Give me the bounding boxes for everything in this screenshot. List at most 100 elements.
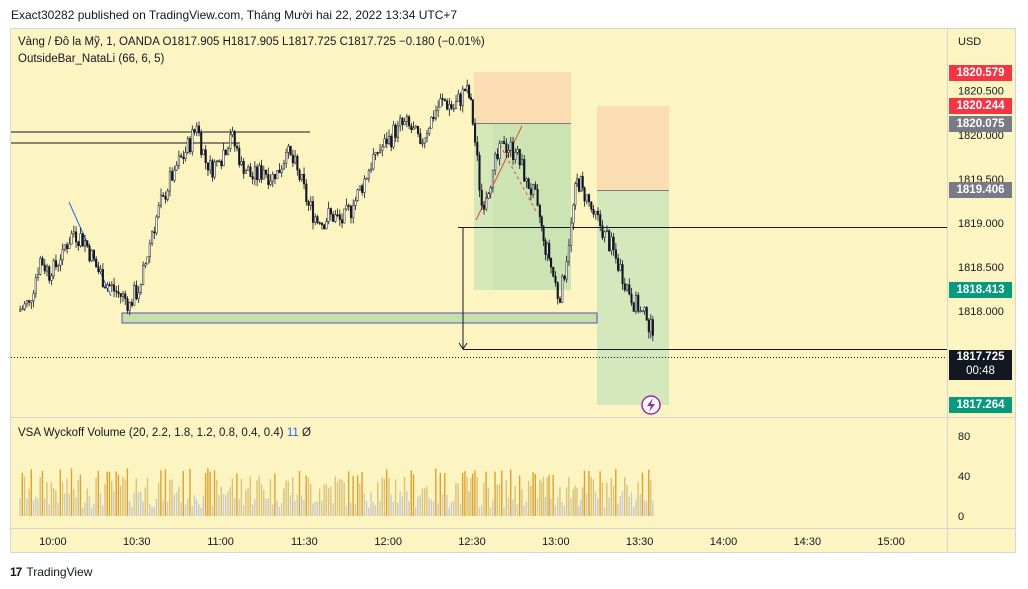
candle-body <box>423 137 426 144</box>
volume-bar <box>648 469 650 516</box>
volume-bar <box>61 482 64 516</box>
candle-body <box>57 264 60 267</box>
candle-body <box>253 166 256 180</box>
volume-bar <box>645 500 648 516</box>
time-tick-label: 13:00 <box>542 536 570 548</box>
short-target-zone-2 <box>597 190 669 405</box>
volume-bar <box>251 504 254 516</box>
volume-bar <box>457 483 459 516</box>
symbol-legend[interactable]: Vàng / Đô la Mỹ, 1, OANDA O1817.905 H181… <box>18 36 485 48</box>
volume-bar <box>641 472 644 516</box>
time-tick-label: 12:30 <box>458 536 486 548</box>
candle-body <box>637 295 640 312</box>
volume-bar <box>570 498 572 516</box>
indicator-legend[interactable]: OutsideBar_NataLi (66, 6, 5) <box>18 53 165 65</box>
candle-body <box>401 117 404 125</box>
candle-body <box>570 222 573 246</box>
candle-body <box>516 148 519 153</box>
volume-bar <box>417 496 419 516</box>
candle-body <box>558 298 562 303</box>
candle-body <box>39 258 42 275</box>
candle-body <box>548 243 551 259</box>
volume-bar <box>621 491 624 516</box>
time-tick-label: 14:00 <box>710 536 738 548</box>
time-tick-label: 15:00 <box>877 536 905 548</box>
lightning-icon[interactable] <box>641 395 661 415</box>
volume-bar <box>189 468 191 516</box>
candle-body <box>265 169 268 175</box>
volume-bar <box>578 505 580 516</box>
candle-body <box>441 98 444 100</box>
candle-body <box>184 152 187 159</box>
footer-brand[interactable]: 17 TradingView <box>10 565 92 579</box>
volume-bar <box>510 469 512 516</box>
candle-body <box>394 124 397 138</box>
volume-bar <box>372 502 374 516</box>
volume-bar <box>294 500 296 516</box>
candle-body <box>162 194 165 197</box>
symbol-name: Vàng / Đô la Mỹ, 1, OANDA <box>18 36 160 48</box>
volume-bar <box>37 498 39 516</box>
candle-body <box>643 307 646 312</box>
candle-body <box>599 214 602 226</box>
candle-body <box>603 231 606 238</box>
candle-body <box>189 138 192 153</box>
volume-bar <box>274 473 276 516</box>
candle-body <box>379 150 382 153</box>
candle-body <box>579 176 582 192</box>
candle-body <box>503 140 506 144</box>
volume-bar <box>276 500 278 516</box>
volume-bar <box>503 507 505 516</box>
volume-bar <box>312 503 314 516</box>
volume-bar <box>345 505 348 516</box>
volume-bar <box>43 498 46 516</box>
candle-body <box>585 194 588 202</box>
volume-bar <box>314 502 316 516</box>
candle-body <box>367 170 370 179</box>
volume-bar <box>86 488 88 516</box>
volume-bar <box>461 472 464 516</box>
candle-body <box>323 224 326 230</box>
candle-body <box>303 174 306 185</box>
candle-body <box>623 283 626 291</box>
volume-bar <box>222 493 225 516</box>
volume-bar <box>608 497 610 516</box>
volume-bar <box>298 471 301 516</box>
footer-brand-name: TradingView <box>26 565 93 579</box>
candle-body <box>457 93 460 102</box>
volume-bar <box>254 498 256 516</box>
volume-bar <box>59 469 62 516</box>
volume-legend[interactable]: VSA Wyckoff Volume (20, 2.2, 1.8, 1.2, 0… <box>18 427 311 439</box>
volume-bar <box>650 480 652 516</box>
candle-body <box>443 99 446 102</box>
volume-bar <box>489 507 492 516</box>
candle-body <box>285 152 288 164</box>
ohlc-values: O1817.905 H1817.905 L1817.725 C1817.725 … <box>162 36 485 48</box>
candle-body <box>247 166 250 171</box>
volume-bar <box>153 506 155 516</box>
volume-bar <box>178 486 180 516</box>
volume-bar <box>574 485 576 516</box>
candle-body <box>617 258 620 271</box>
volume-bar <box>626 484 628 516</box>
volume-bar <box>432 500 435 516</box>
candle-body <box>439 98 442 108</box>
short-risk-zone-2 <box>597 106 669 190</box>
volume-bar <box>370 491 372 516</box>
volume-bar <box>476 477 478 516</box>
candle-body <box>124 293 127 300</box>
volume-bar <box>554 505 557 516</box>
volume-bar <box>133 492 135 516</box>
volume-bar <box>330 486 332 516</box>
volume-bar <box>435 468 437 516</box>
candle-body <box>448 104 451 110</box>
candle-body <box>191 129 194 153</box>
candle-body <box>300 174 303 180</box>
volume-bar <box>169 479 171 516</box>
candle-body <box>144 263 147 266</box>
volume-bar <box>155 498 158 516</box>
candle-body <box>414 125 417 129</box>
candle-body <box>536 189 539 206</box>
candle-body <box>478 155 481 191</box>
